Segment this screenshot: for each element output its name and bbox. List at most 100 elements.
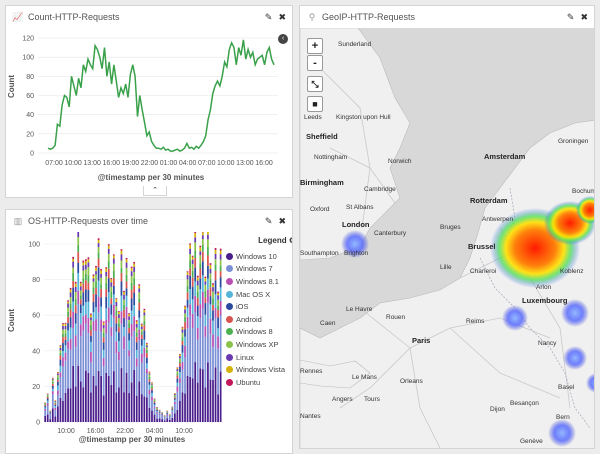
legend-item[interactable]: Ubuntu bbox=[226, 376, 293, 389]
x-tick-label: 10:00 bbox=[175, 428, 193, 435]
stacked-bar[interactable] bbox=[110, 278, 112, 422]
legend-item[interactable]: Windows XP bbox=[226, 338, 293, 351]
pencil-icon[interactable]: ✎ bbox=[567, 12, 575, 23]
stacked-bar[interactable] bbox=[62, 323, 64, 422]
stacked-bar[interactable] bbox=[128, 313, 130, 422]
stacked-bar[interactable] bbox=[159, 410, 161, 422]
stacked-bar[interactable] bbox=[131, 267, 133, 422]
pencil-icon[interactable]: ✎ bbox=[265, 216, 273, 227]
stacked-bar[interactable] bbox=[199, 246, 201, 422]
close-icon[interactable]: ✖ bbox=[580, 12, 588, 23]
stacked-bar[interactable] bbox=[103, 321, 105, 422]
stacked-bar[interactable] bbox=[65, 323, 67, 422]
stacked-bar[interactable] bbox=[210, 263, 212, 422]
stacked-bar[interactable] bbox=[143, 309, 145, 422]
zoom-in-button[interactable]: + bbox=[307, 38, 323, 54]
stacked-bar[interactable] bbox=[161, 412, 163, 422]
legend-item[interactable]: Android bbox=[226, 313, 293, 326]
stacked-bar[interactable] bbox=[57, 372, 59, 422]
stacked-bar[interactable] bbox=[205, 277, 207, 422]
collapse-toggle[interactable]: ⌃ bbox=[143, 186, 167, 196]
stacked-bar[interactable] bbox=[146, 343, 148, 422]
stacked-bar[interactable] bbox=[70, 288, 72, 422]
stacked-bar[interactable] bbox=[88, 257, 90, 422]
legend-item[interactable]: Windows Vista bbox=[226, 363, 293, 376]
stacked-bar[interactable] bbox=[123, 291, 125, 422]
stacked-bar[interactable] bbox=[184, 306, 186, 422]
stacked-bar[interactable] bbox=[82, 261, 84, 422]
stacked-bar[interactable] bbox=[156, 407, 158, 422]
stacked-bar[interactable] bbox=[194, 232, 196, 422]
legend-item[interactable]: Windows 10 bbox=[226, 250, 293, 263]
stacked-bar[interactable] bbox=[166, 411, 168, 422]
stacked-bar[interactable] bbox=[47, 394, 49, 422]
stacked-bar[interactable] bbox=[133, 262, 135, 422]
stacked-bar[interactable] bbox=[169, 414, 171, 422]
stacked-bar[interactable] bbox=[141, 324, 143, 422]
bar-segment bbox=[177, 383, 179, 387]
stacked-bar[interactable] bbox=[174, 393, 176, 422]
stacked-bar[interactable] bbox=[108, 244, 110, 422]
stacked-bar[interactable] bbox=[215, 248, 217, 422]
stacked-bar[interactable] bbox=[220, 249, 222, 422]
stacked-bar[interactable] bbox=[75, 282, 77, 422]
stacked-bar[interactable] bbox=[85, 259, 87, 422]
legend-item[interactable]: Mac OS X bbox=[226, 288, 293, 301]
legend-item[interactable]: iOS bbox=[226, 300, 293, 313]
stacked-bar[interactable] bbox=[121, 249, 123, 422]
bar-segment bbox=[80, 286, 82, 290]
stacked-bar[interactable] bbox=[44, 402, 46, 422]
stacked-bar[interactable] bbox=[217, 292, 219, 422]
stacked-bar[interactable] bbox=[164, 415, 166, 422]
bar-segment bbox=[197, 383, 199, 422]
stacked-bar[interactable] bbox=[202, 232, 204, 422]
stacked-bar[interactable] bbox=[138, 284, 140, 422]
stacked-bar[interactable] bbox=[93, 274, 95, 422]
stacked-bar[interactable] bbox=[154, 398, 156, 422]
stacked-bar[interactable] bbox=[90, 314, 92, 422]
stacked-bar[interactable] bbox=[171, 406, 173, 422]
stacked-bar[interactable] bbox=[177, 367, 179, 422]
legend-item[interactable]: Windows 7 bbox=[226, 263, 293, 276]
stacked-bar[interactable] bbox=[207, 232, 209, 422]
close-icon[interactable]: ✖ bbox=[278, 216, 286, 227]
stacked-bar[interactable] bbox=[136, 320, 138, 422]
pencil-icon[interactable]: ✎ bbox=[265, 12, 273, 23]
stacked-bar[interactable] bbox=[118, 311, 120, 422]
stacked-bar[interactable] bbox=[187, 271, 189, 422]
legend-item[interactable]: Linux bbox=[226, 351, 293, 364]
legend-item[interactable]: Windows 8.1 bbox=[226, 275, 293, 288]
stacked-bar[interactable] bbox=[52, 378, 54, 422]
stacked-bar[interactable] bbox=[116, 298, 118, 422]
stacked-bar[interactable] bbox=[98, 238, 100, 422]
legend-toggle-icon[interactable]: ‹ bbox=[278, 34, 288, 44]
stacked-bar[interactable] bbox=[126, 258, 128, 422]
stacked-bar[interactable] bbox=[60, 345, 62, 422]
stacked-bar[interactable] bbox=[212, 283, 214, 422]
stacked-bar[interactable] bbox=[77, 232, 79, 422]
stacked-bar[interactable] bbox=[113, 254, 115, 422]
stacked-bar[interactable] bbox=[149, 372, 151, 422]
stacked-bar[interactable] bbox=[95, 266, 97, 422]
stacked-bar[interactable] bbox=[179, 354, 181, 422]
zoom-out-button[interactable]: - bbox=[307, 55, 323, 71]
stacked-bar[interactable] bbox=[67, 300, 69, 422]
stacked-bar[interactable] bbox=[80, 282, 82, 422]
stacked-bar[interactable] bbox=[49, 410, 51, 422]
stacked-bar[interactable] bbox=[54, 400, 56, 422]
draw-rectangle-button[interactable]: ■ bbox=[307, 96, 323, 112]
stacked-bar[interactable] bbox=[182, 327, 184, 422]
fit-bounds-button[interactable]: ⤡ bbox=[307, 76, 323, 92]
stacked-bar[interactable] bbox=[197, 276, 199, 422]
stacked-bar[interactable] bbox=[100, 269, 102, 422]
legend-toggle-icon[interactable]: ⚙ bbox=[289, 236, 293, 245]
legend-title[interactable]: Legend ⚙ bbox=[226, 236, 293, 245]
stacked-bar[interactable] bbox=[72, 257, 74, 422]
close-icon[interactable]: ✖ bbox=[278, 12, 286, 23]
legend-item[interactable]: Windows 8 bbox=[226, 326, 293, 339]
stacked-bar[interactable] bbox=[105, 267, 107, 422]
stacked-bar[interactable] bbox=[192, 256, 194, 422]
stacked-bar[interactable] bbox=[189, 243, 191, 422]
stacked-bar[interactable] bbox=[151, 382, 153, 422]
